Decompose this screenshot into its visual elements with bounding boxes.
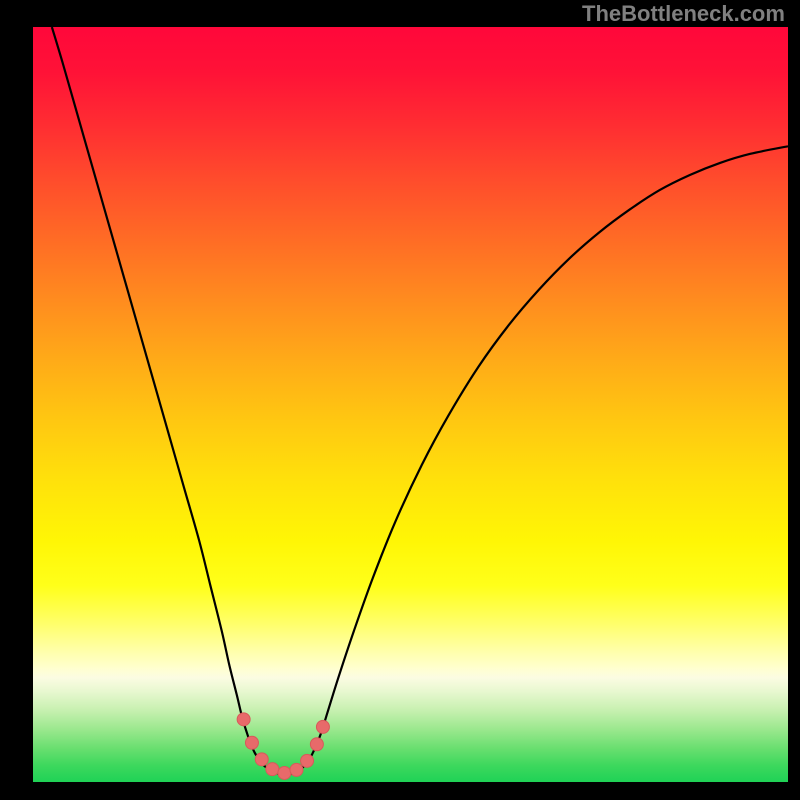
curve-marker [237,713,250,726]
curve-marker [266,763,279,776]
frame-left [0,0,33,800]
frame-bottom [0,782,800,800]
curve-marker [316,720,329,733]
plot-background [33,27,788,782]
curve-marker [245,736,258,749]
watermark-text: TheBottleneck.com [582,1,785,27]
curve-marker [290,763,303,776]
curve-marker [255,753,268,766]
curve-marker [310,738,323,751]
curve-marker [301,754,314,767]
plot-svg [33,27,788,782]
curve-marker [278,766,291,779]
plot-area [33,27,788,782]
frame-right [788,0,800,800]
